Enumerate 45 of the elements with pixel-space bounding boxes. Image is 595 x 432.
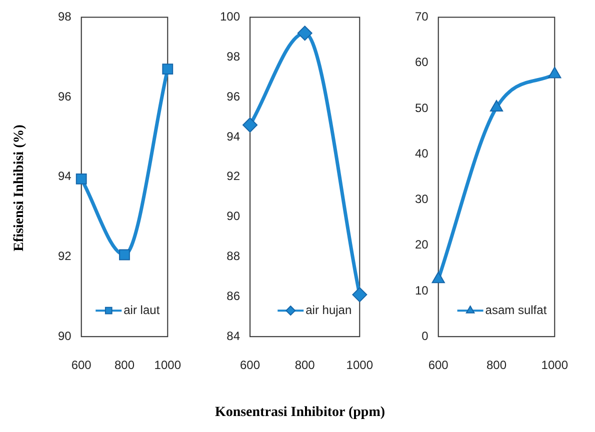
x-axis-title: Konsentrasi Inhibitor (ppm) [214,405,386,421]
point [490,100,504,112]
y-tick-label: 70 [414,10,429,24]
y-tick-label: 60 [414,55,429,70]
y-tick-label: 50 [414,100,429,115]
y-tick-label: 98 [226,49,240,64]
x-tick-label: 600 [428,358,449,372]
y-tick-label: 100 [220,10,240,24]
y-tick-label: 94 [58,169,72,184]
y-tick-label: 98 [58,10,72,24]
y-tick-label: 84 [226,328,240,343]
point [548,66,562,78]
point [119,249,130,260]
x-tick-label: 800 [486,358,507,372]
y-tick-label: 30 [414,192,429,206]
y-tick-label: 0 [422,328,429,343]
x-tick-label: 600 [240,358,260,372]
point [297,26,312,41]
y-tick-label: 10 [414,283,429,298]
point [76,173,87,184]
point [352,287,368,302]
y-tick-label: 94 [226,129,240,144]
legend-label: air laut [124,302,160,317]
x-tick-label: 800 [294,358,316,372]
y-tick-label: 20 [414,238,429,252]
y-tick-label: 90 [226,209,240,224]
y-tick-label: 92 [58,249,72,264]
y-tick-label: 40 [414,146,429,160]
x-tick-label: 1000 [154,358,182,372]
x-tick-label: 600 [71,358,92,372]
x-tick-label: 1000 [541,358,568,372]
point [162,64,174,75]
y-tick-label: 92 [226,169,240,184]
point [432,272,445,284]
y-tick-label: 90 [58,328,72,343]
legend-label: asam sulfat [485,302,548,317]
point [242,118,258,132]
x-tick-label: 1000 [346,358,374,372]
y-tick-label: 88 [226,249,240,264]
y-tick-label: 86 [226,288,240,303]
x-tick-label: 800 [114,358,135,372]
y-axis-title: Efisiensi Inhibisi (%) [12,124,28,254]
y-tick-label: 96 [226,89,240,104]
y-tick-label: 96 [58,89,72,104]
legend-label: air hujan [306,302,352,317]
